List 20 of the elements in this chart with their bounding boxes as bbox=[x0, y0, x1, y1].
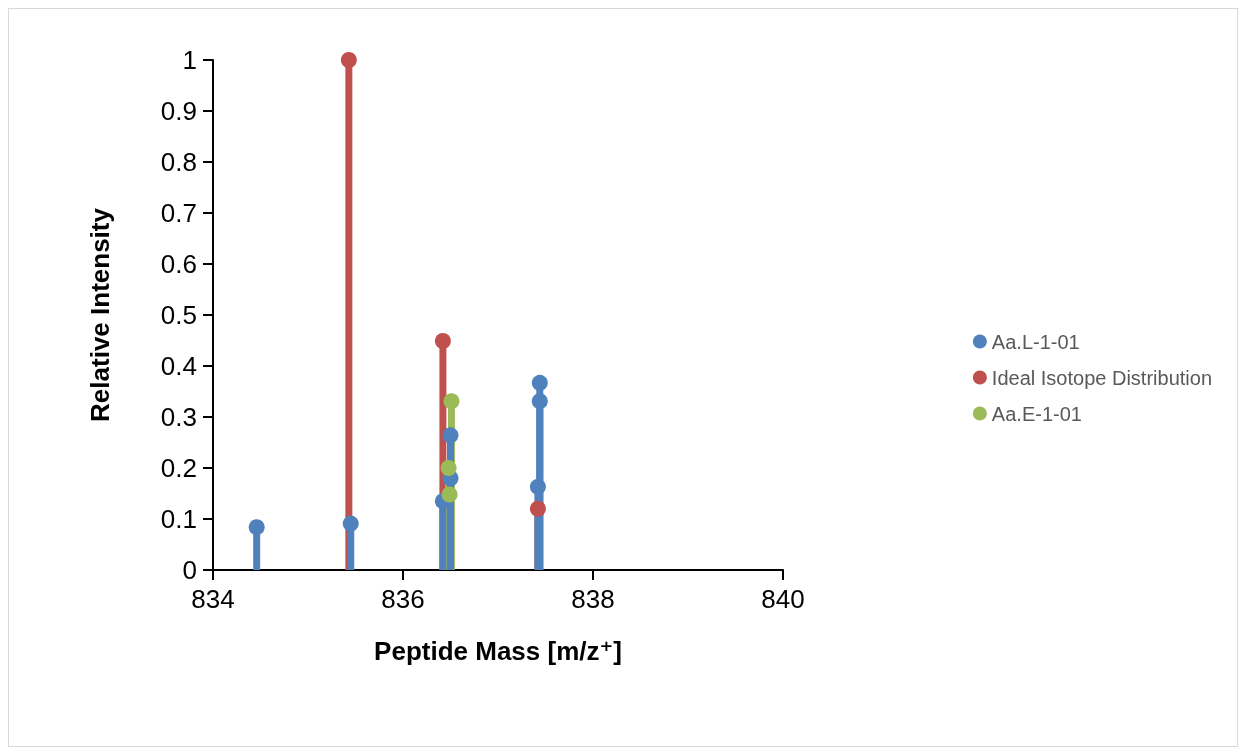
legend-label: Aa.E-1-01 bbox=[991, 402, 1082, 425]
y-tick-label: 0.4 bbox=[160, 351, 197, 381]
y-tick-label: 1 bbox=[182, 45, 197, 75]
x-tick-label: 836 bbox=[381, 584, 425, 614]
x-tick-label: 834 bbox=[191, 584, 235, 614]
legend-label: Ideal Isotope Distribution bbox=[991, 366, 1213, 389]
y-tick-label: 0 bbox=[182, 555, 197, 585]
y-tick-label: 0.2 bbox=[160, 453, 197, 483]
x-tick-label: 840 bbox=[761, 584, 805, 614]
y-axis-title: Relative Intensity bbox=[85, 207, 115, 422]
x-tick-label: 838 bbox=[571, 584, 615, 614]
y-tick-label: 0.9 bbox=[160, 96, 197, 126]
y-tick-label: 0.3 bbox=[160, 402, 197, 432]
y-tick-label: 0.1 bbox=[160, 504, 197, 534]
y-tick-label: 0.8 bbox=[160, 147, 197, 177]
y-tick-label: 0.5 bbox=[160, 300, 197, 330]
legend-label: Aa.L-1-01 bbox=[991, 330, 1080, 353]
y-tick-label: 0.7 bbox=[160, 198, 197, 228]
x-axis-title: Peptide Mass [m/z⁺] bbox=[374, 636, 622, 666]
y-tick-label: 0.6 bbox=[160, 249, 197, 279]
